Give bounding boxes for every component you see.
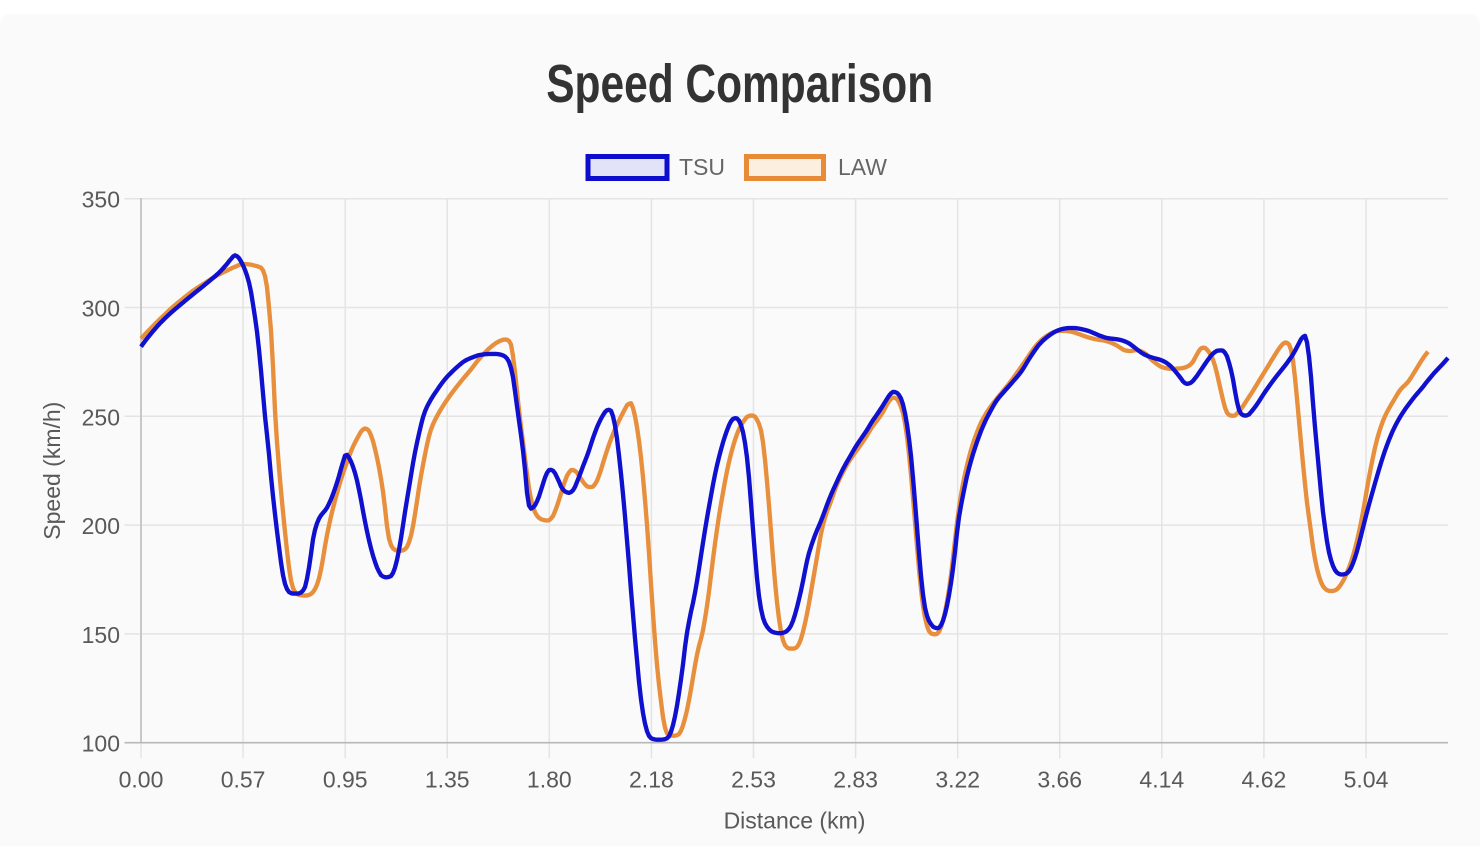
svg-text:250: 250: [82, 404, 120, 430]
svg-text:4.14: 4.14: [1139, 767, 1184, 793]
svg-text:350: 350: [82, 187, 120, 213]
svg-text:3.22: 3.22: [935, 767, 980, 793]
svg-text:2.83: 2.83: [833, 767, 878, 793]
svg-text:300: 300: [82, 296, 120, 322]
svg-text:0.57: 0.57: [221, 767, 266, 793]
svg-text:0.00: 0.00: [119, 767, 164, 793]
svg-text:Distance (km): Distance (km): [724, 808, 866, 834]
svg-text:0.95: 0.95: [323, 767, 368, 793]
svg-text:1.35: 1.35: [425, 767, 470, 793]
svg-text:LAW: LAW: [838, 154, 887, 180]
svg-text:Speed (km/h): Speed (km/h): [39, 402, 65, 540]
svg-text:Speed Comparison: Speed Comparison: [546, 54, 933, 114]
svg-text:100: 100: [82, 731, 120, 757]
svg-text:200: 200: [82, 513, 120, 539]
svg-text:TSU: TSU: [679, 154, 725, 180]
svg-text:5.04: 5.04: [1344, 767, 1389, 793]
svg-text:150: 150: [82, 622, 120, 648]
svg-text:2.18: 2.18: [629, 767, 674, 793]
svg-text:4.62: 4.62: [1242, 767, 1287, 793]
svg-text:2.53: 2.53: [731, 767, 776, 793]
svg-text:1.80: 1.80: [527, 767, 572, 793]
svg-text:3.66: 3.66: [1037, 767, 1082, 793]
